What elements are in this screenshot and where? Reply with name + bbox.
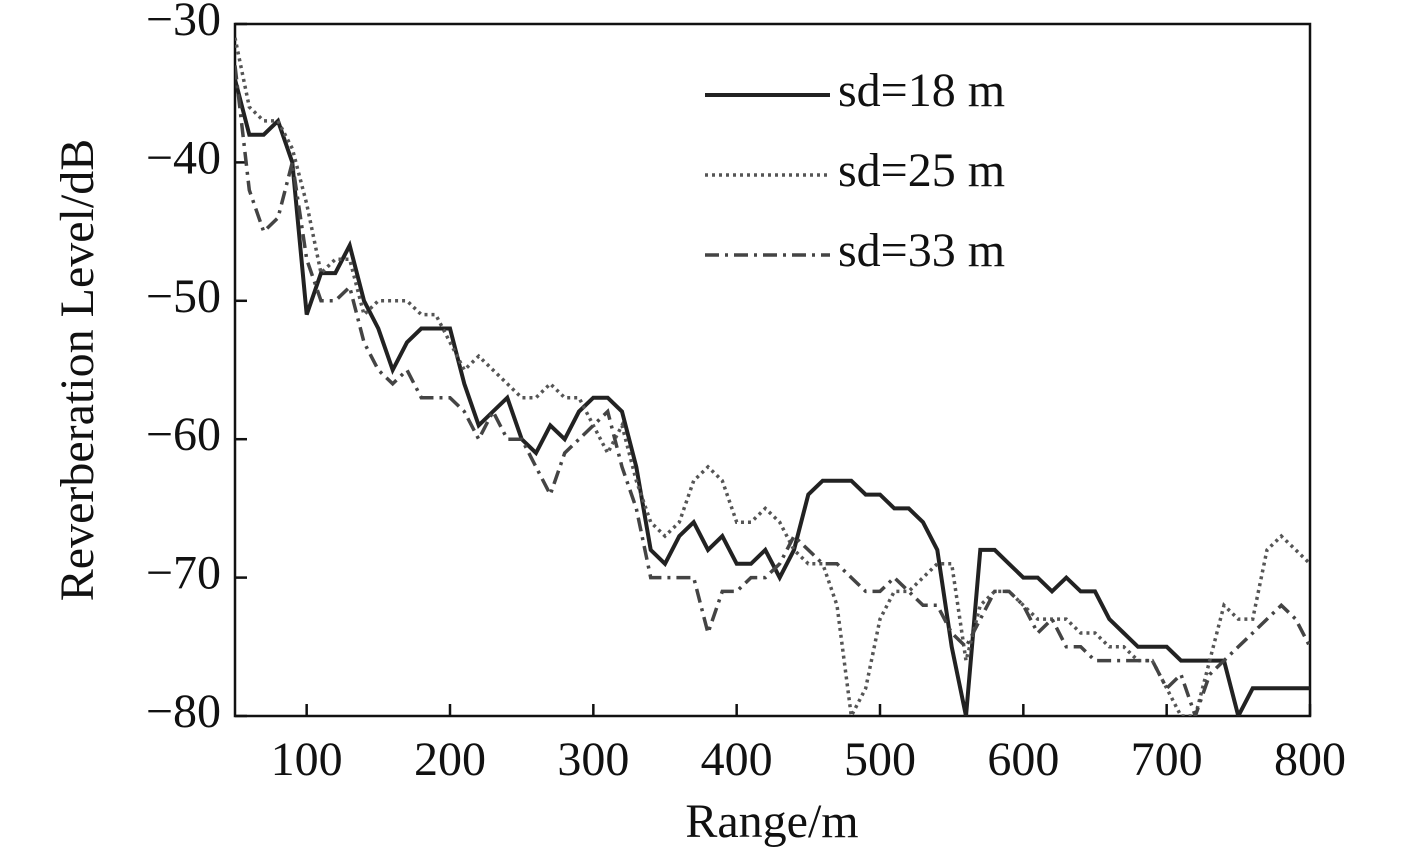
- x-tick-label: 200: [414, 733, 486, 786]
- legend-label: sd=18 m: [838, 64, 1005, 117]
- x-tick-label: 500: [844, 733, 916, 786]
- x-tick-label: 400: [701, 733, 773, 786]
- x-tick-label: 100: [271, 733, 343, 786]
- y-tick-label: −70: [146, 547, 221, 600]
- y-axis-label: Reverberation Level/dB: [51, 139, 104, 602]
- x-tick-label: 800: [1274, 733, 1346, 786]
- data-line: [235, 65, 1310, 716]
- y-tick-label: −30: [146, 0, 221, 46]
- y-tick-label: −80: [146, 685, 221, 738]
- x-tick-label: 700: [1131, 733, 1203, 786]
- y-tick-label: −60: [146, 408, 221, 461]
- y-tick-label: −50: [146, 270, 221, 323]
- x-axis-label: Range/m: [685, 795, 858, 848]
- data-line: [235, 37, 1310, 716]
- legend-label: sd=33 m: [838, 224, 1005, 277]
- y-tick-label: −40: [146, 131, 221, 184]
- plot-frame: [233, 22, 1312, 718]
- data-line: [235, 78, 1310, 716]
- x-tick-label: 300: [557, 733, 629, 786]
- x-tick-label: 600: [987, 733, 1059, 786]
- legend-label: sd=25 m: [838, 144, 1005, 197]
